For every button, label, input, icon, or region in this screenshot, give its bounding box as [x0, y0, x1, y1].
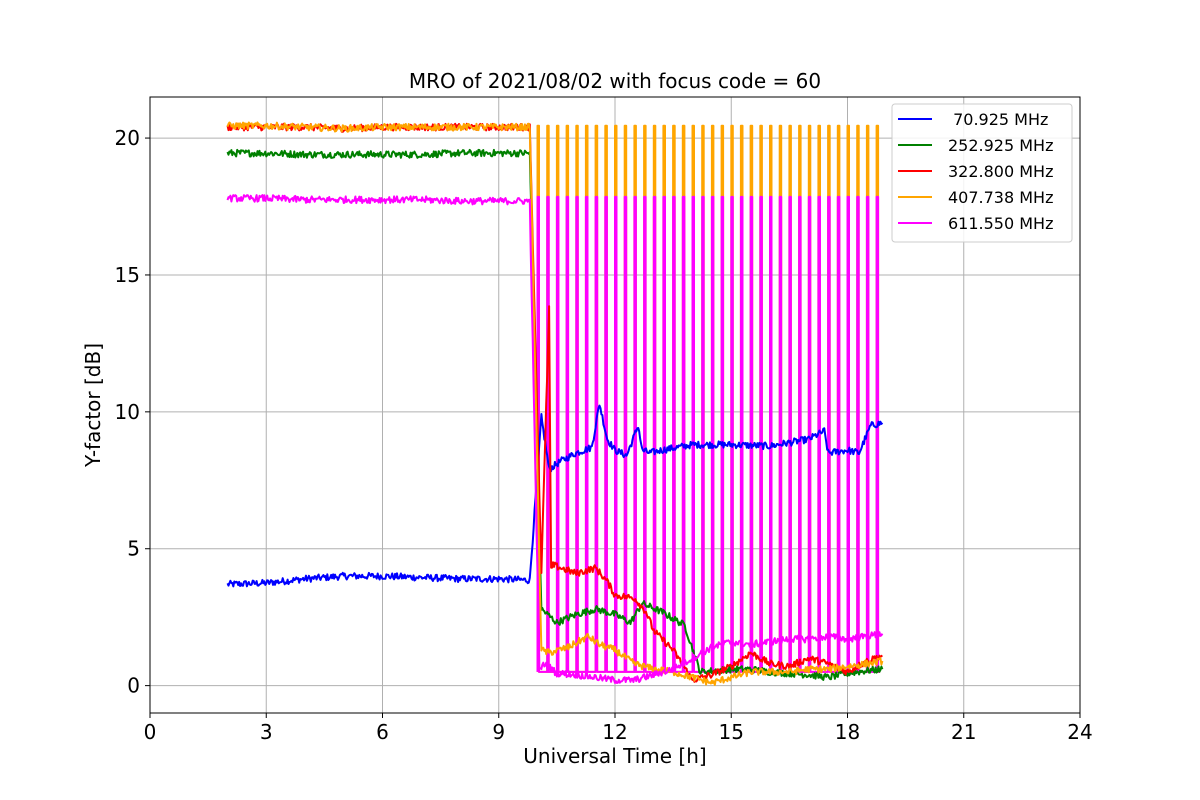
- legend: 70.925 MHz 252.925 MHz 322.800 MHz 407.738 …: [891, 103, 1073, 243]
- x-tick-label: 3: [260, 720, 273, 744]
- series-line-2: [226, 122, 883, 683]
- legend-label: 322.800 MHz: [948, 162, 1053, 181]
- series-line-3: [226, 121, 884, 686]
- x-tick-label: 9: [492, 720, 505, 744]
- legend-label: 252.925 MHz: [948, 136, 1053, 155]
- x-tick-label: 6: [376, 720, 389, 744]
- legend-label: 70.925 MHz: [948, 110, 1048, 129]
- series-line-0: [226, 404, 884, 588]
- cycling-trace: [536, 195, 881, 673]
- x-tick-label: 18: [835, 720, 860, 744]
- legend-label: 407.738 MHz: [948, 188, 1053, 207]
- y-tick-label: 0: [127, 674, 140, 698]
- legend-label: 611.550 MHz: [948, 214, 1053, 233]
- x-tick-label: 15: [719, 720, 744, 744]
- x-tick-label: 24: [1067, 720, 1092, 744]
- y-axis-label: Y-factor [dB]: [81, 343, 105, 468]
- x-axis: 0 3 6 9 12 15 18 21 24: [144, 713, 1093, 744]
- series-line-4: [226, 194, 884, 684]
- y-tick-label: 15: [115, 263, 140, 287]
- x-tick-label: 12: [602, 720, 627, 744]
- legend-box: [891, 103, 1073, 243]
- series-group: [226, 121, 884, 686]
- series-line-1: [226, 148, 884, 681]
- x-axis-label: Universal Time [h]: [523, 744, 706, 768]
- cycling-traces: [536, 124, 881, 673]
- y-tick-label: 10: [115, 400, 140, 424]
- chart-title: MRO of 2021/08/02 with focus code = 60: [409, 69, 821, 93]
- plot-area: [226, 121, 884, 686]
- x-tick-label: 0: [144, 720, 157, 744]
- x-tick-label: 21: [951, 720, 976, 744]
- y-tick-label: 20: [115, 126, 140, 150]
- y-tick-label: 5: [127, 537, 140, 561]
- y-axis: 0 5 10 15 20: [115, 126, 150, 698]
